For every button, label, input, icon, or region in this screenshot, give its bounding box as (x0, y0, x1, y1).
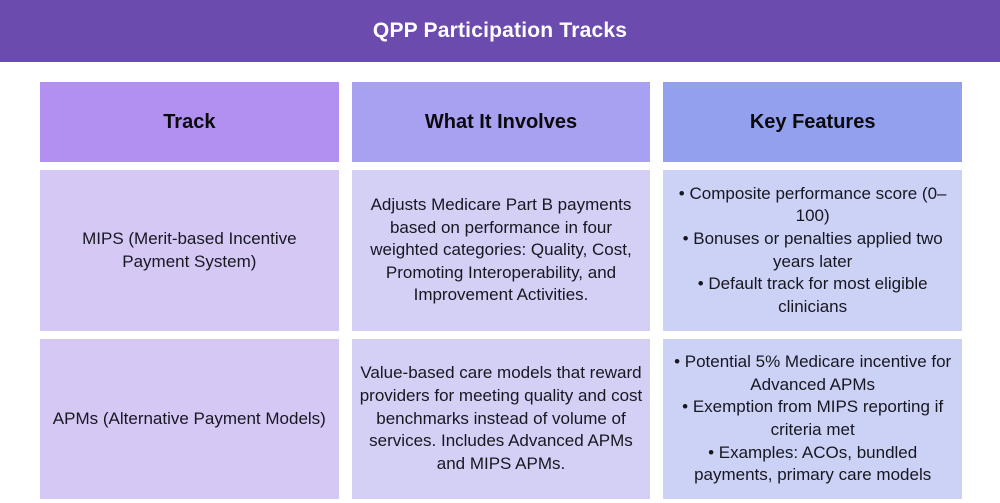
apms-track-text: APMs (Alternative Payment Models) (52, 408, 326, 428)
mips-involves-text: Adjusts Medicare Part B payments based o… (370, 194, 632, 305)
apms-involves-text: Value-based care models that reward prov… (359, 363, 643, 473)
column-header-involves-label: What It Involves (424, 110, 578, 133)
cell-mips-involves: Adjusts Medicare Part B payments based o… (351, 170, 651, 331)
column-header-track: Track (40, 82, 339, 162)
column-header-features-label: Key Features (749, 110, 876, 133)
column-header-track-label: Track (163, 110, 216, 133)
apms-feature-item: Exemption from MIPS reporting if criteri… (671, 396, 954, 441)
column-header-involves: What It Involves (351, 82, 651, 162)
cell-apms-involves: Value-based care models that reward prov… (351, 339, 651, 499)
apms-feature-item: Examples: ACOs, bundled payments, primar… (671, 442, 954, 487)
qpp-tracks-table: Track What It Involves Key Features MIPS… (40, 82, 962, 499)
page-title: QPP Participation Tracks (372, 19, 628, 42)
cell-apms-features: Potential 5% Medicare incentive for Adva… (663, 339, 962, 499)
title-banner: QPP Participation Tracks (0, 0, 1000, 62)
cell-apms-track: APMs (Alternative Payment Models) (40, 339, 339, 499)
apms-feature-item: Potential 5% Medicare incentive for Adva… (671, 351, 954, 396)
cell-mips-features: Composite performance score (0–100) Bonu… (663, 170, 962, 331)
mips-feature-item: Bonuses or penalties applied two years l… (671, 228, 954, 273)
mips-feature-item: Composite performance score (0–100) (671, 183, 954, 228)
column-header-features: Key Features (663, 82, 962, 162)
mips-feature-item: Default track for most eligible clinicia… (671, 273, 954, 318)
cell-mips-track: MIPS (Merit-based Incentive Payment Syst… (40, 170, 339, 331)
mips-track-text: MIPS (Merit-based Incentive Payment Syst… (82, 228, 297, 271)
